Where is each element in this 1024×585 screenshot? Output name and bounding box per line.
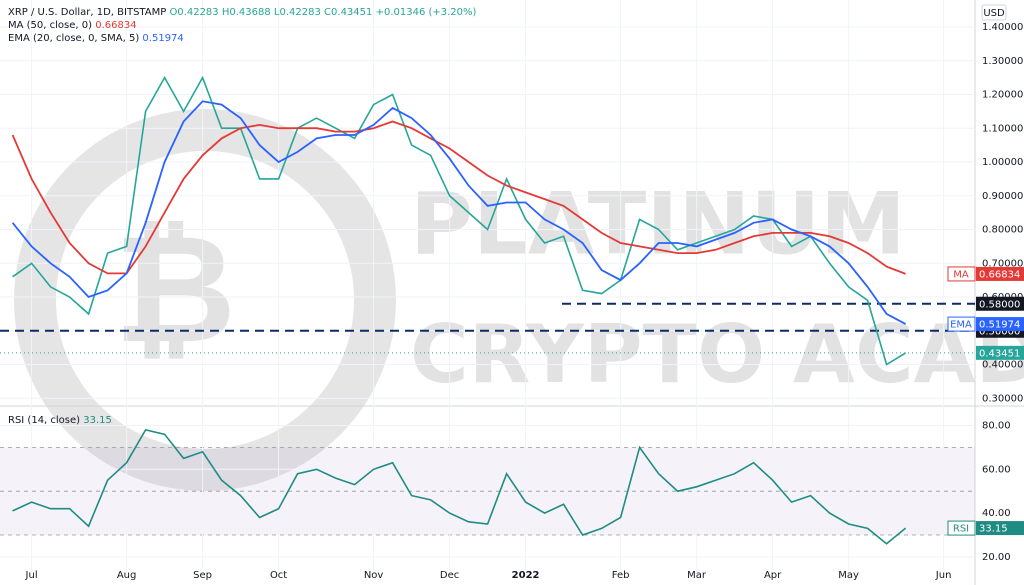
price-tag (976, 345, 1024, 360)
series-line (12, 75, 907, 366)
tag-name-box (947, 266, 976, 282)
plot-area (0, 0, 975, 570)
price-tag (976, 266, 1024, 281)
x-tick-label: Apr (764, 570, 782, 581)
ma-legend-value: 0.66834 (95, 20, 136, 31)
tag-name: EMA (950, 320, 972, 331)
y-tick-label: 1.30000 (982, 56, 1023, 67)
y-tick-label: 0.70000 (982, 258, 1023, 269)
tag-name: RSI (953, 524, 969, 535)
y-tick-label: 60.00 (982, 464, 1011, 475)
y-tick-label: 1.40000 (982, 22, 1023, 33)
price-tag (976, 521, 1024, 536)
y-tick-label: 80.00 (982, 421, 1011, 432)
y-tick-label: 1.00000 (982, 157, 1023, 168)
x-tick-label: Dec (440, 570, 459, 581)
symbol: XRP / U.S. Dollar, 1D, BITSTAMP (8, 7, 166, 18)
price-tag-label: 0.43451 (979, 348, 1020, 359)
rsi-legend: RSI (14, close) 33.15 (8, 415, 112, 426)
series-line (12, 428, 907, 545)
ema-legend: EMA (20, close, 0, SMA, 5) 0.51974 (8, 33, 184, 44)
low: L0.42283 (274, 7, 321, 18)
tag-name-box (947, 520, 976, 536)
open: O0.42283 (169, 7, 218, 18)
x-tick-label: Nov (364, 570, 384, 581)
ema-legend-value: 0.51974 (142, 33, 183, 44)
watermark: ₿ PLATINUM CRYPTO ACADEMY (14, 109, 1024, 491)
y-tick-label: 0.90000 (982, 191, 1023, 202)
y-tick-label: 0.80000 (982, 225, 1023, 236)
ma-legend-text: MA (50, close, 0) (8, 20, 92, 31)
header-line: XRP / U.S. Dollar, 1D, BITSTAMP O0.42283… (8, 7, 477, 18)
x-tick-label: Mar (687, 570, 707, 581)
tag-name: MA (953, 269, 969, 280)
x-tick-label: May (838, 570, 859, 581)
price-tag-label: 0.58000 (979, 299, 1020, 310)
rsi-legend-text: RSI (14, close) (8, 415, 80, 426)
high: H0.43688 (222, 7, 271, 18)
change: +0.01346 (+3.20%) (376, 7, 477, 18)
close: C0.43451 (324, 7, 372, 18)
y-tick-label: 40.00 (982, 508, 1011, 519)
ema-legend-text: EMA (20, close, 0, SMA, 5) (8, 33, 139, 44)
price-tag (976, 317, 1024, 332)
series-line (11, 100, 907, 325)
header: XRP / U.S. Dollar, 1D, BITSTAMP O0.42283… (8, 7, 477, 426)
y-tick-label: 20.00 (982, 552, 1011, 563)
x-tick-label: Jun (935, 570, 952, 581)
watermark-line2: CRYPTO ACADEMY (410, 308, 1024, 401)
rsi-legend-value: 33.15 (83, 415, 112, 426)
y-tick-label: 0.40000 (982, 360, 1023, 371)
x-tick-label: Oct (270, 570, 287, 581)
tag-name-box (947, 316, 976, 332)
price-tag-label: 33.15 (979, 524, 1008, 535)
x-tick-label: 2022 (512, 570, 540, 581)
x-tick-label: Feb (612, 570, 630, 581)
series-line (11, 120, 906, 275)
ma-legend: MA (50, close, 0) 0.66834 (8, 20, 137, 31)
x-tick-label: Jul (25, 570, 38, 581)
watermark-logo (14, 109, 396, 491)
watermark-logo-glyph: ₿ (114, 203, 236, 377)
price-tag-label: 0.51974 (979, 320, 1020, 331)
watermark-line1: PLATINUM (410, 174, 906, 274)
x-tick-label: Sep (193, 570, 212, 581)
y-tick-label: 0.30000 (982, 393, 1023, 404)
currency-box (981, 4, 1007, 21)
x-tick-label: Aug (117, 570, 137, 581)
price-tag (976, 296, 1024, 311)
y-tick-label: 1.20000 (982, 90, 1023, 101)
price-tag-label: 0.50000 (979, 326, 1020, 337)
price-tag-label: 0.66834 (979, 269, 1020, 280)
currency: USD (983, 8, 1005, 19)
y-tick-label: 1.10000 (982, 123, 1023, 134)
